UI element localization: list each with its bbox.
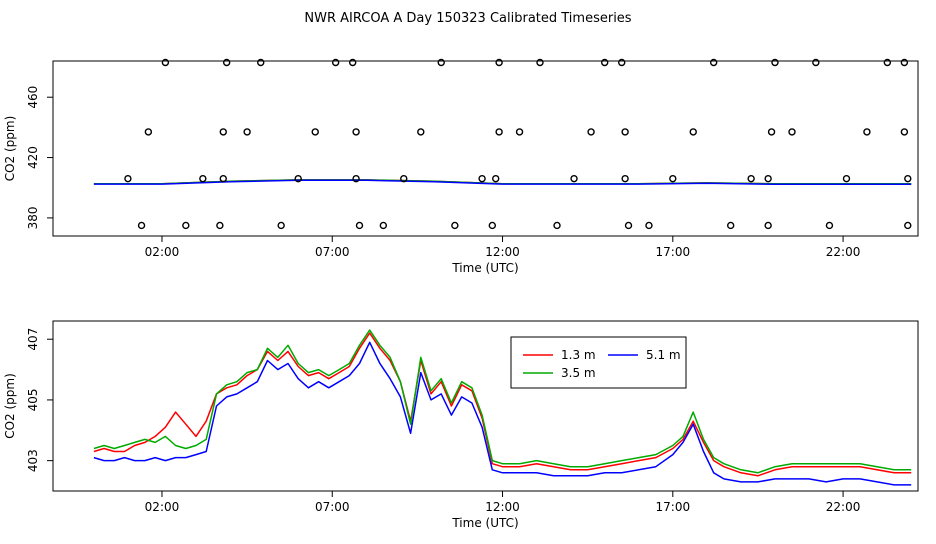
scatter-point <box>478 174 486 183</box>
scatter-point <box>904 174 912 183</box>
scatter-point <box>124 174 132 183</box>
scatter-point <box>144 128 153 136</box>
scatter-point <box>257 58 265 67</box>
scatter-point <box>825 221 834 230</box>
scatter-point <box>243 128 251 136</box>
scatter-point <box>348 58 357 67</box>
bottom-panel-timeseries: 02:00 07:00 12:00 17:00 22:00 403 405 407 Time (… <box>3 320 919 530</box>
scatter-point <box>900 128 909 136</box>
top-panel-scatter: 02:00 07:00 12:00 17:00 22:00 380 420 460 Time (… <box>3 58 919 275</box>
x-axis-label: Time (UTC) <box>451 261 518 275</box>
series-line-1-3-m <box>93 332 912 477</box>
scatter-point <box>417 128 425 136</box>
scatter-point <box>355 221 364 230</box>
figure-title: NWR AIRCOA A Day 150323 Calibrated Times… <box>304 11 631 26</box>
scatter-point <box>216 221 224 230</box>
scatter-point <box>352 128 360 136</box>
scatter-point <box>311 128 319 136</box>
scatter-point <box>219 174 227 183</box>
x-tick-label: 12:00 <box>485 245 520 259</box>
x-tick-label: 12:00 <box>485 500 520 514</box>
series-line-5-1-m <box>93 341 912 486</box>
scatter-point <box>747 174 755 183</box>
y-tick-label: 460 <box>26 86 40 109</box>
scatter-point <box>161 58 170 67</box>
scatter-point <box>137 221 146 230</box>
scatter-point <box>863 128 871 136</box>
legend-label-5-1-m: 5.1 m <box>646 348 681 362</box>
x-tick-label: 07:00 <box>315 245 350 259</box>
scatter-point <box>199 174 207 183</box>
scatter-point <box>492 174 500 183</box>
legend: 1.3 m 3.5 m 5.1 m <box>510 336 687 389</box>
series-line-5-1-m <box>93 179 912 186</box>
scatter-point <box>294 174 302 183</box>
x-tick-label: 22:00 <box>826 500 861 514</box>
scatter-point <box>553 221 561 230</box>
scatter-point <box>219 128 227 136</box>
x-axis-label: Time (UTC) <box>451 516 518 530</box>
x-tick-label: 22:00 <box>826 245 861 259</box>
y-axis-label: CO2 (ppm) <box>3 373 17 439</box>
scatter-point <box>709 58 718 67</box>
y-tick-label: 403 <box>26 449 40 472</box>
scatter-point <box>624 221 633 230</box>
scatter-point <box>618 58 626 67</box>
scatter-point <box>536 58 544 67</box>
y-tick-label: 420 <box>26 146 40 169</box>
scatter-point <box>600 58 609 67</box>
scatter-point <box>515 128 524 136</box>
scatter-point <box>767 128 776 136</box>
series-line-3-5-m <box>93 329 912 474</box>
scatter-point <box>570 174 578 183</box>
plot-frame <box>52 60 919 237</box>
scatter-point <box>331 58 340 67</box>
scatter-point <box>621 128 629 136</box>
x-tick-label: 02:00 <box>145 245 180 259</box>
scatter-point <box>222 58 231 67</box>
scatter-point <box>904 221 912 230</box>
scatter-point <box>587 128 595 136</box>
x-tick-label: 02:00 <box>145 500 180 514</box>
scatter-point <box>645 221 653 230</box>
x-tick-label: 07:00 <box>315 500 350 514</box>
scatter-point <box>277 221 285 230</box>
scatter-point <box>812 58 820 67</box>
scatter-point <box>764 174 772 183</box>
y-axis-label: CO2 (ppm) <box>3 116 17 182</box>
x-tick-label: 17:00 <box>656 500 691 514</box>
legend-label-1-3-m: 1.3 m <box>561 348 596 362</box>
scatter-point <box>726 221 735 230</box>
scatter-point <box>437 58 445 67</box>
legend-box <box>510 336 687 389</box>
legend-label-3-5-m: 3.5 m <box>561 366 596 380</box>
y-tick-label: 405 <box>26 388 40 411</box>
scatter-point <box>900 58 909 67</box>
scatter-point <box>451 221 459 230</box>
scatter-point <box>495 128 503 136</box>
scatter-point <box>842 174 851 183</box>
scatter-point <box>771 58 779 67</box>
scatter-point <box>352 174 360 183</box>
scatter-point <box>400 174 408 183</box>
scatter-point <box>379 221 388 230</box>
scatter-point <box>621 174 629 183</box>
scatter-point <box>182 221 190 230</box>
scatter-point <box>883 58 892 67</box>
scatter-point <box>689 128 697 136</box>
scatter-point <box>788 128 796 136</box>
x-tick-label: 17:00 <box>656 245 691 259</box>
plot-frame <box>52 320 919 492</box>
scatter-point <box>764 221 772 230</box>
scatter-point <box>669 174 677 183</box>
scatter-point <box>488 221 497 230</box>
scatter-point <box>495 58 503 67</box>
y-tick-label: 407 <box>26 328 40 351</box>
y-tick-label: 380 <box>26 206 40 229</box>
